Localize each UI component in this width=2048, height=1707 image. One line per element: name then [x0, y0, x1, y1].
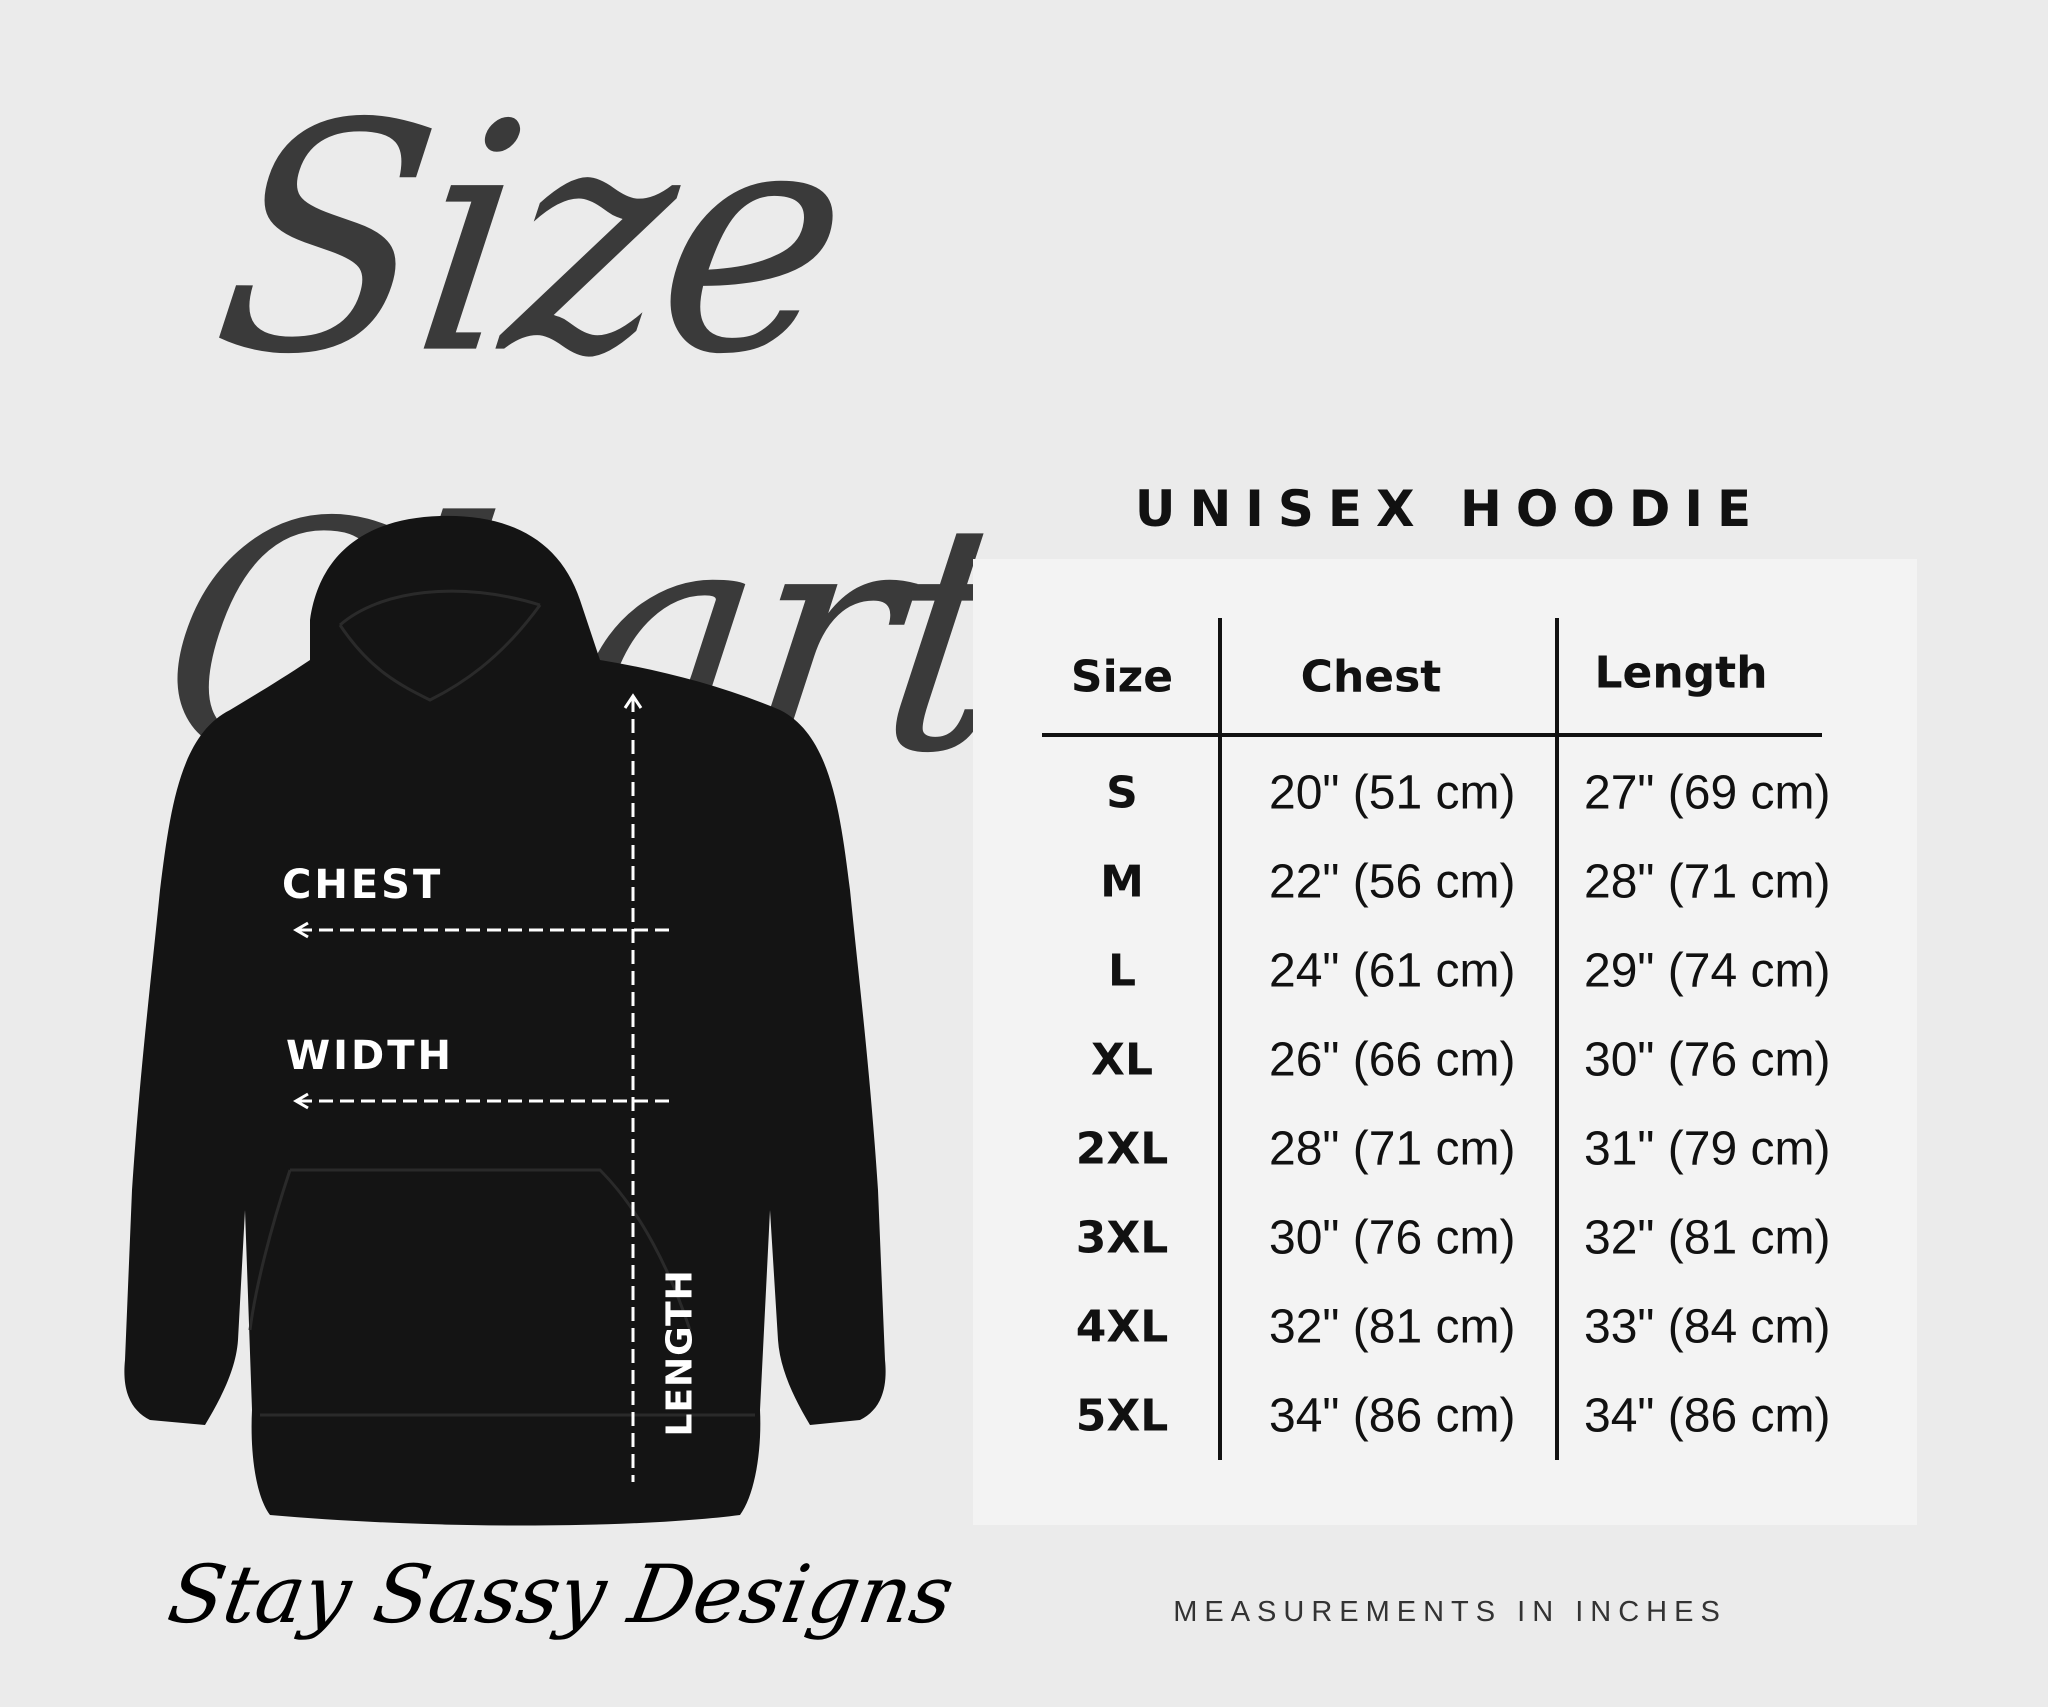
- row-size: 4XL: [1075, 1301, 1169, 1353]
- hoodie-body: [124, 515, 886, 1526]
- row-length: 32" (81 cm): [1584, 1211, 1831, 1265]
- row-length: 27" (69 cm): [1584, 766, 1831, 820]
- chest-arrow: [293, 921, 673, 939]
- row-chest: 20" (51 cm): [1269, 766, 1516, 820]
- header-length: Length: [1594, 647, 1768, 699]
- row-length: 29" (74 cm): [1584, 944, 1831, 998]
- row-length: 34" (86 cm): [1584, 1389, 1831, 1443]
- row-length: 33" (84 cm): [1584, 1300, 1831, 1354]
- row-chest: 22" (56 cm): [1269, 855, 1516, 909]
- hoodie-diagram: [124, 515, 886, 1526]
- row-chest: 26" (66 cm): [1269, 1033, 1516, 1087]
- row-chest: 32" (81 cm): [1269, 1300, 1516, 1354]
- row-size: 3XL: [1075, 1212, 1169, 1264]
- row-size: S: [1106, 767, 1138, 819]
- row-chest: 30" (76 cm): [1269, 1211, 1516, 1265]
- width-label: WIDTH: [286, 1033, 454, 1079]
- header-divider: [1042, 733, 1822, 737]
- column-divider: [1555, 618, 1559, 1460]
- header-size: Size: [1070, 651, 1174, 703]
- units-note: MEASUREMENTS IN INCHES: [1173, 1596, 1727, 1628]
- product-subtitle: UNISEX HOODIE: [1134, 480, 1766, 538]
- pocket-outline: [248, 1168, 692, 1331]
- row-chest: 24" (61 cm): [1269, 944, 1516, 998]
- header-chest: Chest: [1300, 651, 1442, 703]
- size-table: Size Chest Length S 20" (51 cm) 27" (69 cm…: [973, 559, 1917, 1525]
- chest-label: CHEST: [282, 862, 444, 908]
- width-arrow: [293, 1092, 673, 1110]
- row-size: 2XL: [1075, 1123, 1169, 1175]
- length-label: LENGTH: [659, 1269, 701, 1437]
- hood-opening: [338, 589, 542, 702]
- row-size: M: [1100, 856, 1144, 908]
- row-length: 30" (76 cm): [1584, 1033, 1831, 1087]
- row-chest: 34" (86 cm): [1269, 1389, 1516, 1443]
- row-size: 5XL: [1075, 1390, 1169, 1442]
- row-length: 28" (71 cm): [1584, 855, 1831, 909]
- row-size: L: [1107, 945, 1137, 997]
- length-arrow: [623, 693, 643, 1482]
- brand-signature: Stay Sassy Designs: [161, 1548, 961, 1641]
- row-chest: 28" (71 cm): [1269, 1122, 1516, 1176]
- column-divider: [1218, 618, 1222, 1460]
- row-size: XL: [1091, 1034, 1153, 1086]
- row-length: 31" (79 cm): [1584, 1122, 1831, 1176]
